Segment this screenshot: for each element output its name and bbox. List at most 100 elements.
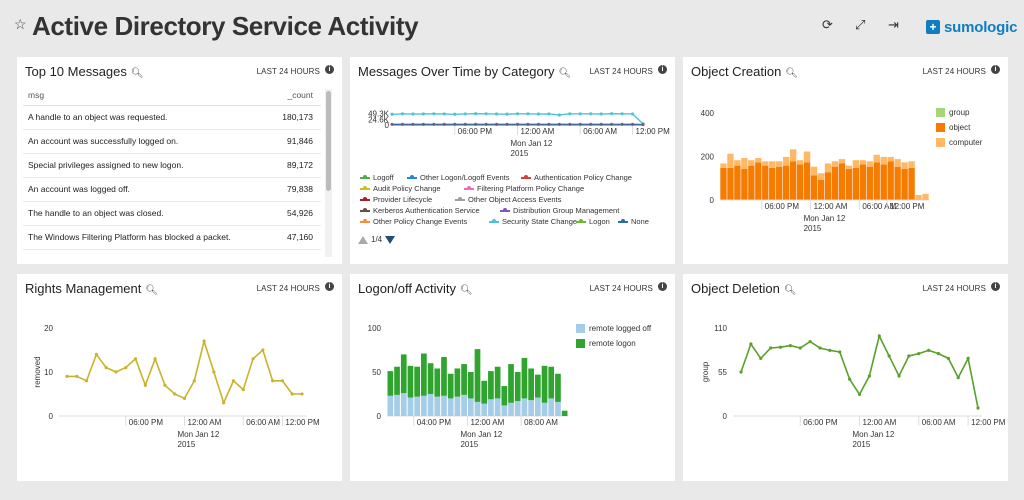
data-point [976, 406, 980, 410]
time-range-label[interactable]: LAST 24 HOURS [589, 284, 653, 293]
bar-segment [521, 357, 528, 399]
data-point [124, 366, 128, 370]
info-icon[interactable]: i [325, 65, 334, 74]
legend-label: Provider Lifecycle [373, 195, 433, 204]
bar-segment [720, 163, 727, 168]
data-point [630, 112, 635, 116]
x-tick-date: Mon Jan 12 [804, 214, 846, 223]
search-icon[interactable]: 🔍︎ [783, 285, 797, 296]
data-point [818, 346, 822, 350]
legend-swatch [936, 108, 945, 117]
bar-segment [817, 173, 825, 180]
bar-segment [447, 398, 454, 416]
bar-segment [414, 366, 421, 397]
table-row[interactable]: The handle to an object was closed. 54,92… [23, 201, 321, 226]
info-icon[interactable]: i [991, 65, 1000, 74]
bar-segment [887, 161, 894, 200]
time-range-label[interactable]: LAST 24 HOURS [922, 284, 986, 293]
bar-segment [755, 158, 762, 163]
search-icon[interactable]: 🔍︎ [130, 68, 144, 79]
time-range-label[interactable]: LAST 24 HOURS [922, 67, 986, 76]
legend-item[interactable]: Audit Policy Change [360, 184, 441, 193]
bar-segment [501, 405, 508, 416]
info-icon[interactable]: i [991, 282, 1000, 291]
x-tick-label: 06:00 AM [922, 418, 956, 427]
info-icon[interactable]: i [325, 282, 334, 291]
x-tick-label: 06:00 PM [129, 418, 164, 427]
time-range-label[interactable]: LAST 24 HOURS [589, 67, 653, 76]
table-row[interactable]: An account was logged off. 79,838 [23, 177, 321, 202]
bar-segment [387, 395, 394, 416]
legend-pager: 1/4 [358, 235, 396, 244]
legend-item[interactable]: Other Logon/Logoff Events [407, 173, 510, 182]
bar-segment [467, 398, 474, 416]
data-point [907, 354, 911, 358]
column-header-count[interactable]: _count [269, 85, 321, 106]
message-cell: An account was successfully logged on. [23, 129, 270, 154]
legend-item[interactable]: remote logged off [576, 324, 651, 333]
table-row[interactable]: An account was successfully logged on. 91… [23, 129, 321, 154]
legend-item[interactable]: object [936, 123, 970, 132]
search-icon[interactable]: 🔍︎ [558, 68, 572, 79]
legend-item[interactable]: Provider Lifecycle [360, 195, 432, 204]
data-point [838, 350, 842, 354]
legend-item[interactable]: Authentication Policy Change [521, 173, 632, 182]
legend-item[interactable]: None [618, 217, 649, 226]
table-row[interactable]: Special privileges assigned to new logon… [23, 153, 321, 178]
star-icon[interactable]: ☆ [14, 16, 27, 32]
info-icon[interactable]: i [658, 65, 667, 74]
legend-item[interactable]: Kerberos Authentication Service [360, 206, 480, 215]
page-title: Active Directory Service Activity [32, 11, 419, 41]
bar-segment [434, 368, 441, 397]
data-point [599, 112, 603, 116]
legend-item[interactable]: Logoff [360, 173, 394, 182]
info-icon[interactable]: i [658, 282, 667, 291]
bar-segment [887, 156, 894, 162]
bar-segment [880, 199, 887, 200]
legend-swatch [521, 175, 531, 179]
time-range-label[interactable]: LAST 24 HOURS [256, 67, 320, 76]
data-point [133, 357, 138, 361]
table-row[interactable]: A handle to an object was requested. 180,… [23, 105, 321, 130]
scrollbar-thumb[interactable] [326, 91, 331, 191]
table-row[interactable]: The Windows Filtering Platform has block… [23, 225, 321, 250]
search-icon[interactable]: 🔍︎ [460, 285, 473, 296]
fullscreen-icon[interactable]: ⤢ [855, 17, 866, 32]
x-tick-label: 12:00 AM [814, 202, 848, 211]
bar-segment [541, 365, 548, 403]
page-up-icon[interactable] [358, 235, 368, 244]
panel-object-creation: Object Creation 🔍︎ LAST 24 HOURS i 0 200 40… [683, 57, 1008, 264]
bar-segment [901, 162, 908, 169]
legend-item[interactable]: Security State Change [489, 217, 577, 226]
bar-segment [859, 160, 866, 165]
legend-item[interactable]: Logon [576, 217, 610, 226]
time-range-label[interactable]: LAST 24 HOURS [256, 284, 320, 293]
legend-label: object [949, 123, 971, 132]
column-header-msg[interactable]: msg [23, 85, 270, 106]
x-tick-year: 2015 [460, 440, 478, 449]
data-point [173, 392, 177, 396]
legend-item[interactable]: computer [936, 138, 982, 147]
series-line [740, 333, 979, 409]
data-point [917, 352, 921, 356]
x-tick-label: 06:00 PM [803, 418, 838, 427]
search-icon[interactable]: 🔍︎ [785, 68, 799, 79]
bar-segment [762, 161, 769, 166]
search-icon[interactable]: 🔍︎ [145, 285, 159, 296]
legend-item[interactable]: Other Policy Change Events [360, 217, 467, 226]
bar-segment [474, 401, 481, 416]
data-point [526, 112, 530, 116]
legend-item[interactable]: Distribution Group Management [500, 206, 619, 215]
bar-segment [534, 397, 541, 416]
legend-item[interactable]: group [936, 108, 969, 117]
legend-item[interactable]: remote logon [576, 339, 636, 348]
legend-item[interactable]: Other Object Access Events [455, 195, 561, 204]
legend-swatch [407, 175, 417, 179]
share-icon[interactable]: ⇥ [888, 17, 899, 32]
bar-segment [727, 199, 734, 200]
legend-item[interactable]: Filtering Platform Policy Change [464, 184, 584, 193]
bar-segment [783, 156, 790, 166]
page-down-icon[interactable] [385, 235, 396, 244]
refresh-icon[interactable]: ⟳ [822, 17, 833, 32]
